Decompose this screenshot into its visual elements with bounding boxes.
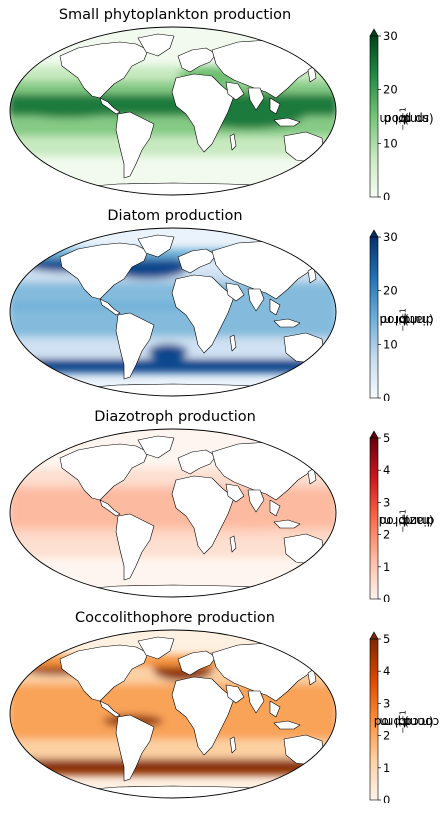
colorbar-label: diat prod (mmol m −2 d −1) (378, 308, 434, 332)
colorbar-extend-arrow (369, 631, 379, 640)
panel-diazotroph: Diazotroph production 0 1 2 3 4 5 diaz prod (… (0, 402, 444, 602)
map-coccolithophore (9, 629, 337, 799)
land-europe (177, 449, 217, 475)
colorbar-tick-label: 20 (383, 83, 398, 97)
colorbar-tick-label: 5 (383, 431, 390, 445)
map-outline (9, 26, 337, 196)
map-outline (9, 227, 337, 397)
colorbar-small-phytoplankton: 0 10 20 30 (369, 28, 398, 200)
map-outline (9, 428, 337, 598)
land-madagascar (229, 133, 237, 151)
colorbar-tick-label: 4 (383, 664, 390, 678)
colorbar-tick-label: 10 (383, 136, 398, 150)
colorbar-bar (369, 236, 379, 399)
colorbar-label: cocco prod (mmol m −2 d −1) (373, 710, 439, 734)
land-arabia (225, 81, 245, 101)
map-outline (9, 629, 337, 799)
colorbar-tick-label: 30 (383, 29, 398, 43)
colorbar-extend-arrow (369, 229, 379, 238)
colorbar-bar (369, 437, 379, 600)
land-africa (171, 73, 235, 153)
panel-coccolithophore: Coccolithophore production 0 1 2 3 4 5 cocco … (0, 603, 444, 803)
colorbar-label: diaz prod (mmol m −2 d −1) (378, 509, 434, 533)
colorbar-tick-label: 3 (383, 696, 390, 710)
panel-title: Diazotroph production (94, 409, 256, 425)
panel-title: Diatom production (107, 208, 243, 224)
land-northAmerica (59, 242, 149, 300)
colorbar-tick-label: 0 (383, 391, 390, 401)
land-southAmerica (115, 111, 155, 179)
colorbar-tick-label: 2 (383, 528, 390, 542)
colorbar-bar (369, 638, 379, 801)
land-indonesia (273, 519, 301, 529)
land-africa (171, 676, 235, 756)
colorbar-tick-label: 30 (383, 230, 398, 244)
panel-diatom: Diatom production 0 10 20 30 diat prod (mmo… (0, 201, 444, 401)
map-small-phytoplankton (9, 26, 337, 196)
colorbar-tick-label: 0 (383, 592, 390, 602)
land-southAmerica (115, 312, 155, 380)
land-indonesia (273, 720, 301, 730)
land-arabia (225, 483, 245, 503)
land-arabia (225, 282, 245, 302)
land-indonesia (273, 117, 301, 127)
map-diatom (9, 227, 337, 397)
panel-title: Coccolithophore production (75, 610, 275, 626)
land-centralAmerica (99, 298, 121, 316)
land-greenland (137, 435, 175, 459)
land-southAmerica (115, 513, 155, 581)
colorbar-extend-arrow (369, 430, 379, 439)
land-africa (171, 475, 235, 555)
land-centralAmerica (99, 97, 121, 115)
colorbar-extend-arrow (369, 28, 379, 37)
land-europe (177, 47, 217, 73)
land-northAmerica (59, 41, 149, 99)
land-india (247, 288, 265, 312)
colorbar-tick-label: 0 (383, 793, 390, 803)
panel-title: Small phytoplankton production (58, 7, 292, 23)
land-africa (171, 274, 235, 354)
land-india (247, 489, 265, 513)
land-centralAmerica (99, 499, 121, 517)
land-centralAmerica (99, 700, 121, 718)
colorbar-tick-label: 1 (383, 761, 390, 775)
land-seAsia (269, 298, 281, 316)
land-seAsia (269, 499, 281, 517)
land-europe (177, 650, 217, 676)
colorbar-coccolithophore: 0 1 2 3 4 5 (369, 631, 390, 803)
land-madagascar (229, 736, 237, 754)
colorbar-tick-label: 1 (383, 560, 390, 574)
land-greenland (137, 234, 175, 258)
land-seAsia (269, 97, 281, 115)
land-madagascar (229, 535, 237, 553)
land-madagascar (229, 334, 237, 352)
land-northAmerica (59, 443, 149, 501)
land-india (247, 87, 265, 111)
land-greenland (137, 33, 175, 57)
colorbar-diazotroph: 0 1 2 3 4 5 (369, 430, 390, 602)
colorbar-tick-label: 5 (383, 632, 390, 646)
land-arabia (225, 684, 245, 704)
land-seAsia (269, 700, 281, 718)
colorbar-label: sp prod (mmol m −2 d −1) (378, 107, 434, 131)
map-diazotroph (9, 428, 337, 598)
colorbar-tick-label: 3 (383, 495, 390, 509)
colorbar-diatom: 0 10 20 30 (369, 229, 398, 401)
land-europe (177, 248, 217, 274)
colorbar-tick-label: 2 (383, 729, 390, 743)
panel-small-phytoplankton: Small phytoplankton production 0 10 20 30 s… (0, 0, 444, 200)
land-northAmerica (59, 644, 149, 702)
colorbar-bar (369, 35, 379, 198)
colorbar-tick-label: 4 (383, 463, 390, 477)
colorbar-tick-label: 0 (383, 190, 390, 200)
land-indonesia (273, 318, 301, 328)
land-southAmerica (115, 714, 155, 782)
colorbar-tick-label: 20 (383, 284, 398, 298)
land-india (247, 690, 265, 714)
land-greenland (137, 636, 175, 660)
colorbar-tick-label: 10 (383, 337, 398, 351)
